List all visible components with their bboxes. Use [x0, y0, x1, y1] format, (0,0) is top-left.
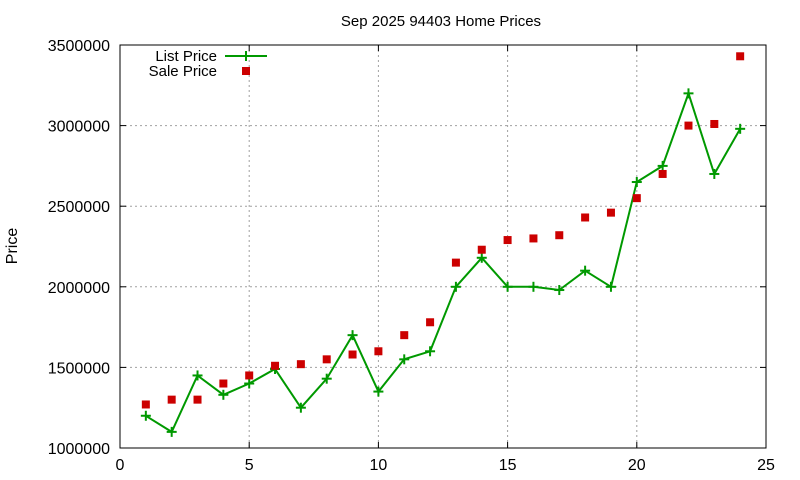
series-sale-price	[141, 52, 745, 409]
sale-price-point	[271, 361, 280, 370]
chart-title: Sep 2025 94403 Home Prices	[341, 13, 541, 30]
list-price-point	[709, 168, 720, 179]
list-price-point	[528, 281, 539, 292]
gridlines	[120, 45, 766, 448]
list-price-point	[631, 177, 642, 188]
sale-price-point	[400, 331, 409, 340]
list-price-point	[295, 402, 306, 413]
list-price-point	[580, 265, 591, 276]
list-price-point	[166, 426, 177, 437]
x-tick-label: 10	[370, 457, 388, 474]
sale-price-point	[710, 119, 719, 128]
sale-price-point	[374, 347, 383, 356]
list-price-point	[735, 123, 746, 134]
y-tick-label: 2000000	[48, 280, 110, 297]
list-price-point	[373, 386, 384, 397]
series-list-price	[140, 88, 746, 437]
sale-price-point	[684, 121, 693, 130]
x-tick-label: 0	[116, 457, 125, 474]
sale-price-point	[426, 318, 435, 327]
legend-marker-sale-price	[242, 67, 250, 75]
axis-ticks: 0 5 10 15 20 25 1000000 1500000 2000000 2500000 30…	[48, 38, 775, 474]
list-price-point	[502, 281, 513, 292]
list-price-point	[399, 354, 410, 365]
sale-price-point	[451, 258, 460, 267]
list-price-point	[657, 160, 668, 171]
sale-price-point	[632, 194, 641, 203]
y-tick-label: 3500000	[48, 38, 110, 55]
list-price-point	[218, 389, 229, 400]
y-tick-label: 3000000	[48, 119, 110, 136]
x-tick-label: 15	[499, 457, 517, 474]
list-price-point	[450, 281, 461, 292]
sale-price-point	[736, 52, 745, 61]
list-price-point	[192, 370, 203, 381]
sale-price-point	[503, 236, 512, 245]
series-layer	[140, 52, 746, 437]
x-tick-label: 20	[628, 457, 646, 474]
list-price-point	[244, 378, 255, 389]
sale-price-point	[245, 371, 254, 380]
sale-price-point	[141, 400, 150, 409]
legend-label-list-price: List Price	[155, 48, 217, 65]
legend-label-sale-price: Sale Price	[149, 63, 217, 80]
list-price-point	[425, 346, 436, 357]
list-price-point	[140, 410, 151, 421]
sale-price-point	[581, 213, 590, 222]
y-tick-label: 2500000	[48, 199, 110, 216]
sale-price-point	[296, 360, 305, 369]
sale-price-point	[167, 395, 176, 404]
legend: List Price Sale Price	[149, 48, 267, 80]
y-tick-label: 1500000	[48, 360, 110, 377]
sale-price-point	[348, 350, 357, 359]
list-price-point	[347, 330, 358, 341]
sale-price-point	[193, 395, 202, 404]
sale-price-point	[529, 234, 538, 243]
list-price-point	[554, 285, 565, 296]
sale-price-point	[219, 379, 228, 388]
list-price-point	[321, 373, 332, 384]
plot-frame	[119, 44, 767, 449]
list-price-point	[476, 252, 487, 263]
sale-price-point	[322, 355, 331, 364]
legend-marker-list-price	[241, 51, 251, 61]
x-tick-label: 5	[245, 457, 254, 474]
y-tick-label: 1000000	[48, 441, 110, 458]
sale-price-point	[606, 208, 615, 217]
sale-price-point	[477, 245, 486, 254]
x-tick-label: 25	[757, 457, 775, 474]
sale-price-point	[658, 169, 667, 178]
list-price-point	[605, 281, 616, 292]
y-axis-label: Price	[4, 228, 21, 265]
sale-price-point	[555, 231, 564, 240]
list-price-line	[145, 90, 742, 434]
list-price-point	[683, 88, 694, 99]
